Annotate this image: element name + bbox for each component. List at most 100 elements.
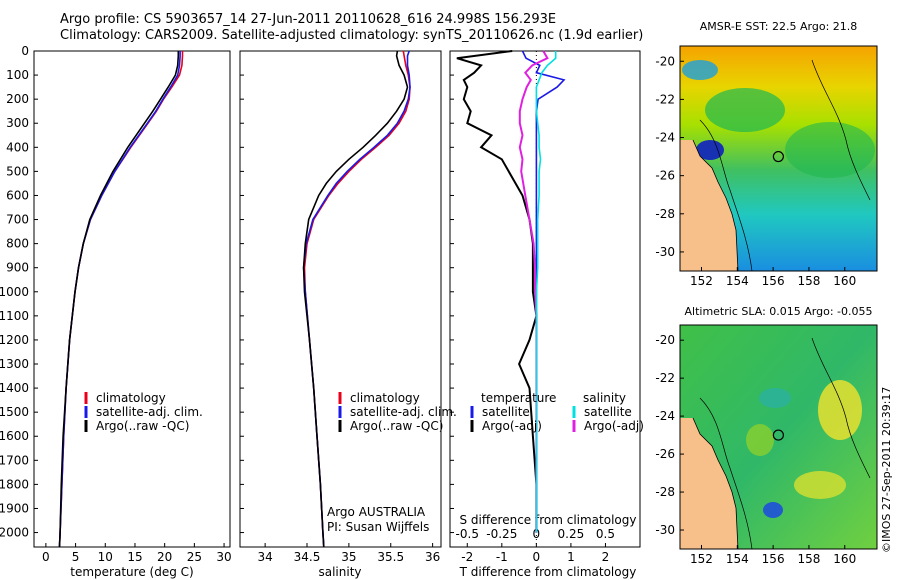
s-axis-label: S difference from climatology xyxy=(460,513,637,527)
map-x-tick-label: 154 xyxy=(726,552,749,566)
coastline xyxy=(692,417,739,549)
difference-panel: -2 -1 0 1 2 -0.5 -0.25 0 0.25 0.5S difference fro… xyxy=(449,50,644,579)
legend-label: climatology xyxy=(96,391,166,405)
series-salinity-satellite xyxy=(535,51,557,533)
y-tick-label: 1800 xyxy=(0,477,29,491)
map-y-tick-label: -28 xyxy=(655,485,675,499)
series-argo-raw-qc- xyxy=(302,50,409,548)
shelf-contour xyxy=(699,397,753,549)
map-x-tick-label: 156 xyxy=(762,274,785,288)
y-tick-label: 500 xyxy=(6,164,29,178)
x-tick-label: 2 xyxy=(602,550,610,564)
annotation-line-1: Argo AUSTRALIA xyxy=(327,505,426,519)
x-tick-label: 34.5 xyxy=(294,550,321,564)
shelf-contour xyxy=(699,119,753,271)
s-tick-label: 0 xyxy=(533,527,541,541)
legend-title-temperature: temperature xyxy=(481,391,556,405)
x-tick-label: 15 xyxy=(127,550,142,564)
coastline xyxy=(692,139,739,271)
plot-frame xyxy=(449,50,641,548)
sst-patch xyxy=(696,140,724,160)
y-tick-label: 1400 xyxy=(0,381,29,395)
map-x-tick-label: 152 xyxy=(690,274,713,288)
map-y-tick-label: -26 xyxy=(655,169,675,183)
legend-label: satellite-adj. clim. xyxy=(96,405,203,419)
x-tick-label: -1 xyxy=(496,550,508,564)
x-tick-label: 35.5 xyxy=(377,550,404,564)
legend-label: satellite xyxy=(482,405,530,419)
map-y-tick-label: -28 xyxy=(655,207,675,221)
annotation-line-2: PI: Susan Wijffels xyxy=(327,520,429,534)
sst-patch xyxy=(682,60,718,80)
x-tick-label: 36 xyxy=(425,550,440,564)
y-tick-label: 600 xyxy=(6,188,29,202)
timestamp-label: ©IMOS 27-Sep-2011 20:39:17 xyxy=(880,387,893,553)
series-satellite-adj-clim- xyxy=(58,51,181,548)
map-y-tick-label: -30 xyxy=(655,245,675,259)
s-tick-label: -0.25 xyxy=(486,527,517,541)
ridge-contour xyxy=(811,337,871,479)
y-tick-label: 1000 xyxy=(0,285,29,299)
sla-patch xyxy=(763,502,783,518)
y-tick-label: 100 xyxy=(6,68,29,82)
x-tick-label: 30 xyxy=(216,550,231,564)
series-argo-raw-qc- xyxy=(58,51,180,548)
australia-land xyxy=(680,140,738,271)
salinity-panel: 34 34.5 35 35.5 36 salinity climatologysatelli… xyxy=(239,50,457,579)
plot-frame xyxy=(239,50,442,548)
y-tick-label: 1100 xyxy=(0,309,29,323)
map-y-tick-label: -30 xyxy=(655,523,675,537)
x-tick-label: 35 xyxy=(341,550,356,564)
map-title: AMSR-E SST: 22.5 Argo: 21.8 xyxy=(700,20,858,33)
y-tick-label: 1700 xyxy=(0,453,29,467)
sla-map-frame xyxy=(679,324,878,550)
y-tick-label: 1300 xyxy=(0,357,29,371)
map-x-tick-label: 154 xyxy=(726,274,749,288)
y-tick-label: 900 xyxy=(6,261,29,275)
sla-patch xyxy=(759,388,791,408)
y-tick-label: 1900 xyxy=(0,501,29,515)
x-tick-label: 34 xyxy=(257,550,272,564)
x-tick-label: 20 xyxy=(157,550,172,564)
x-tick-label: 5 xyxy=(72,550,80,564)
y-tick-label: 400 xyxy=(6,140,29,154)
australia-land xyxy=(680,418,738,549)
sst-patch xyxy=(705,88,785,132)
x-tick-label: 0 xyxy=(42,550,50,564)
map-y-tick-label: -24 xyxy=(655,131,675,145)
sst-patch xyxy=(785,122,875,178)
x-tick-label: 1 xyxy=(567,550,575,564)
series-temperature-satellite xyxy=(521,50,566,533)
map-y-tick-label: -20 xyxy=(655,54,675,68)
sla-patch xyxy=(794,471,846,499)
map-y-tick-label: -26 xyxy=(655,447,675,461)
legend-label: satellite xyxy=(584,405,632,419)
legend-label: Argo(..raw -QC) xyxy=(350,419,443,433)
plot-frame xyxy=(33,50,231,548)
map-y-tick-label: -22 xyxy=(655,92,675,106)
x-axis-label: T difference from climatology xyxy=(459,565,637,579)
x-tick-label: -2 xyxy=(461,550,473,564)
argo-position-marker xyxy=(772,150,784,163)
x-axis-label: temperature (deg C) xyxy=(70,565,193,579)
map-y-tick-label: -24 xyxy=(655,409,675,423)
y-tick-label: 0 xyxy=(21,44,29,58)
legend-label: Argo(..raw -QC) xyxy=(96,419,189,433)
y-tick-label: 1500 xyxy=(0,405,29,419)
s-tick-label: 0.25 xyxy=(558,527,585,541)
map-x-tick-label: 156 xyxy=(762,552,785,566)
map-x-tick-label: 152 xyxy=(690,552,713,566)
map-y-tick-label: -22 xyxy=(655,371,675,385)
map-title: Altimetric SLA: 0.015 Argo: -0.055 xyxy=(685,305,873,318)
s-tick-label: -0.5 xyxy=(456,527,479,541)
title-line-2: Climatology: CARS2009. Satellite-adjuste… xyxy=(60,28,644,43)
sla-map-panel: Altimetric SLA: 0.015 Argo: -0.055 152 154… xyxy=(655,305,878,566)
map-x-tick-label: 160 xyxy=(833,274,856,288)
y-tick-label: 1200 xyxy=(0,333,29,347)
map-x-tick-label: 158 xyxy=(797,552,820,566)
legend-label: Argo(-adj) xyxy=(584,419,644,433)
y-tick-label: 2000 xyxy=(0,526,29,540)
y-tick-label: 1600 xyxy=(0,429,29,443)
series-temperature-argo xyxy=(456,50,538,533)
x-axis-label: salinity xyxy=(318,565,361,579)
